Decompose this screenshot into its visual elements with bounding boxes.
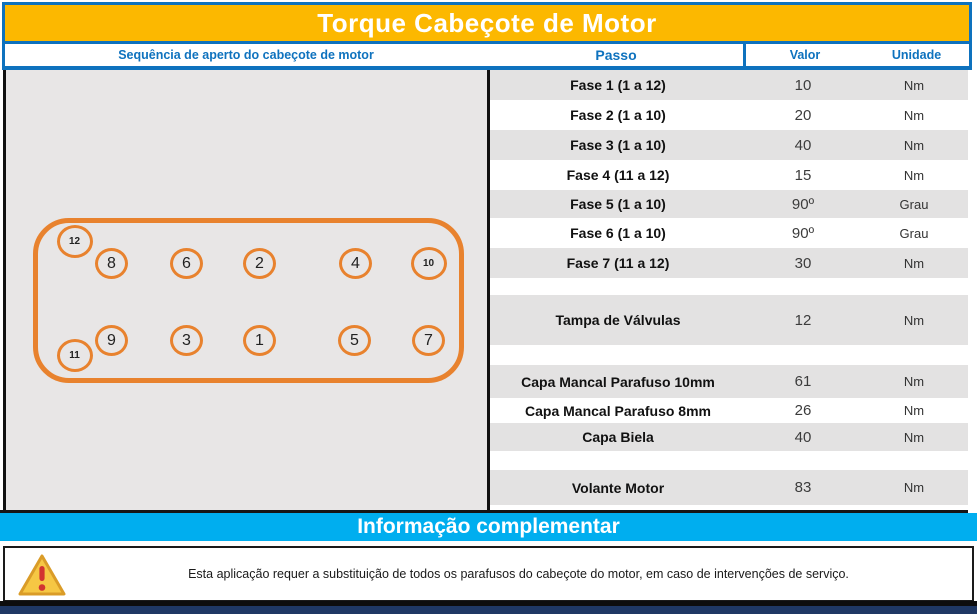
- cell-value: 40: [794, 428, 812, 446]
- column-header-sequence: Sequência de aperto do cabeçote de motor: [118, 48, 374, 62]
- table-row: Fase 4 (11 a 12) 15 Nm: [490, 160, 968, 190]
- bolt-10: 10: [410, 247, 447, 280]
- table-row: Capa Mancal Parafuso 10mm 61 Nm: [490, 365, 968, 398]
- torque-table: Fase 1 (1 a 12) 10 Nm Fase 2 (1 a 10) 20 Nm Fa…: [490, 70, 968, 513]
- cell-step: Volante Motor: [571, 479, 665, 496]
- cell-value: 15: [794, 166, 812, 184]
- cell-unit: Nm: [903, 374, 925, 389]
- cell-unit: Nm: [903, 107, 925, 123]
- table-bottom-border: [0, 510, 968, 513]
- table-row: Capa Biela 40 Nm: [490, 423, 968, 451]
- table-row-blank: [490, 278, 968, 295]
- cell-step: Capa Mancal Parafuso 10mm: [521, 373, 715, 390]
- cell-unit: Nm: [903, 137, 925, 153]
- complementary-info-title: Informação complementar: [357, 515, 620, 538]
- cell-value: 90º: [791, 195, 815, 213]
- cell-step: [490, 345, 746, 365]
- cell-unit: [860, 345, 968, 365]
- warning-triangle-icon: [17, 554, 67, 596]
- cell-value: 30: [794, 254, 812, 272]
- bolt-2: 2: [243, 248, 276, 279]
- diagram-panel-left-border: [3, 70, 6, 513]
- bolt-5: 5: [338, 325, 371, 356]
- cell-value: 12: [794, 311, 812, 329]
- cell-value: [746, 451, 860, 470]
- table-row: Fase 3 (1 a 10) 40 Nm: [490, 130, 968, 160]
- cell-step: Fase 7 (11 a 12): [566, 255, 670, 271]
- table-row: Fase 1 (1 a 12) 10 Nm: [490, 70, 968, 100]
- table-row: Capa Mancal Parafuso 8mm 26 Nm: [490, 398, 968, 423]
- column-header-row: Sequência de aperto do cabeçote de motor…: [2, 44, 972, 70]
- warning-box: Esta aplicação requer a substituição de …: [3, 546, 974, 602]
- bolt-3: 3: [170, 325, 203, 356]
- table-row: Fase 6 (1 a 10) 90º Grau: [490, 218, 968, 248]
- cell-unit: Grau: [899, 196, 929, 212]
- complementary-info-bar: Informação complementar: [0, 513, 977, 541]
- tightening-sequence-diagram: 12 8 6 2 4 10 11 9 3 1 5 7: [6, 70, 487, 510]
- cell-unit: Nm: [903, 255, 925, 271]
- cell-value: 90º: [791, 224, 815, 242]
- cell-step: Fase 2 (1 a 10): [570, 107, 666, 123]
- cell-step: [490, 451, 746, 470]
- bottom-black-bar: [0, 601, 977, 606]
- table-row: Fase 7 (11 a 12) 30 Nm: [490, 248, 968, 278]
- cell-value: 61: [794, 373, 812, 390]
- table-row: Fase 5 (1 a 10) 90º Grau: [490, 190, 968, 218]
- bolt-9: 9: [95, 325, 128, 356]
- column-header-value: Valor: [789, 48, 821, 62]
- bolt-7: 7: [412, 325, 445, 356]
- table-row-blank: [490, 451, 968, 470]
- bolt-11: 11: [56, 339, 93, 372]
- bolt-4: 4: [339, 248, 372, 279]
- warning-text: Esta aplicação requer a substituição de …: [188, 567, 849, 581]
- cell-unit: Nm: [903, 403, 925, 418]
- cell-unit: Nm: [903, 167, 925, 183]
- table-row: Tampa de Válvulas 12 Nm: [490, 295, 968, 345]
- cell-unit: [860, 278, 968, 295]
- cylinder-head-outline: [33, 218, 464, 383]
- cell-unit: Nm: [903, 480, 925, 495]
- cell-value: 10: [794, 76, 812, 94]
- bottom-navy-bar: [0, 606, 977, 614]
- cell-step: Fase 1 (1 a 12): [570, 77, 666, 93]
- diagram-table-divider: [487, 70, 490, 513]
- cell-value: [746, 345, 860, 365]
- bolt-12: 12: [56, 225, 93, 258]
- cell-unit: Nm: [903, 429, 925, 445]
- table-row-blank: [490, 345, 968, 365]
- cell-value: 83: [794, 479, 812, 496]
- cell-unit: [860, 451, 968, 470]
- bolt-6: 6: [170, 248, 203, 279]
- bolt-1: 1: [243, 325, 276, 356]
- table-row: Volante Motor 83 Nm: [490, 470, 968, 505]
- cell-value: [746, 278, 860, 295]
- cell-value: 20: [794, 106, 812, 124]
- cell-step: Tampa de Válvulas: [555, 312, 681, 328]
- cell-value: 26: [794, 402, 812, 419]
- page-title: Torque Cabeçote de Motor: [317, 7, 657, 38]
- cell-unit: Nm: [903, 312, 925, 328]
- title-bar: Torque Cabeçote de Motor: [2, 2, 972, 44]
- cell-step: [490, 278, 746, 295]
- column-header-unit: Unidade: [891, 48, 942, 62]
- cell-step: Capa Mancal Parafuso 8mm: [525, 402, 711, 419]
- cell-value: 40: [794, 136, 812, 154]
- cell-unit: Grau: [899, 225, 929, 241]
- column-header-step: Passo: [595, 47, 637, 63]
- table-row-blank: [490, 505, 968, 511]
- bolt-8: 8: [95, 248, 128, 279]
- cell-step: Fase 3 (1 a 10): [570, 137, 666, 153]
- cell-unit: Nm: [903, 77, 925, 93]
- cell-step: Capa Biela: [582, 429, 654, 445]
- header-column-divider: [743, 44, 746, 66]
- table-row: Fase 2 (1 a 10) 20 Nm: [490, 100, 968, 130]
- cell-step: Fase 6 (1 a 10): [570, 225, 666, 241]
- cell-step: Fase 5 (1 a 10): [570, 196, 666, 212]
- cell-step: Fase 4 (11 a 12): [566, 167, 670, 183]
